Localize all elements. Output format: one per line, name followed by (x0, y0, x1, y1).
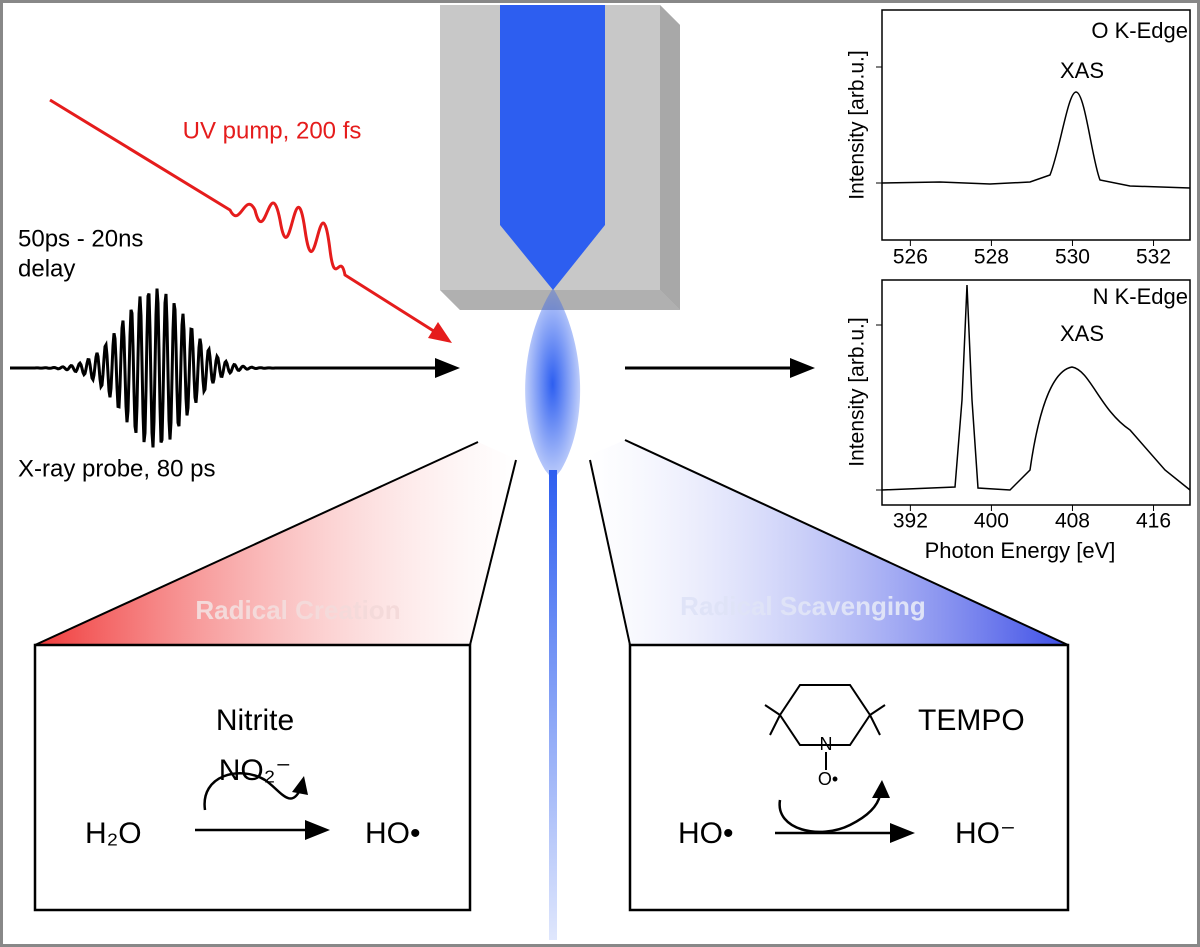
catalyst: Nitrite (216, 704, 294, 737)
delay-label: delay (18, 255, 75, 282)
scavenging-title: Radical Scavenging (680, 591, 926, 621)
spectrum-title: XAS (1060, 321, 1104, 346)
spectrum-curve (881, 284, 1191, 491)
transmitted-arrowhead (790, 358, 815, 378)
y-axis-label: Intensity [arb.u.] (846, 50, 869, 199)
probe-pulse (10, 288, 440, 448)
spectrum-o: O K-Edge XAS Intensity [arb.u.] (846, 9, 1191, 241)
catalyst-formula: NO₂⁻ (219, 754, 291, 787)
nozzle-bottom (440, 290, 680, 310)
plot-frame (881, 9, 1191, 241)
reaction-arrowhead (890, 823, 915, 843)
curved-arrowhead (872, 780, 890, 798)
x-axis-label: Photon Energy [eV] (925, 538, 1116, 563)
x-tick-label: 392 (893, 510, 928, 533)
catalyst: TEMPO (918, 704, 1025, 737)
n-atom: N (820, 734, 833, 754)
curved-arrowhead (292, 776, 308, 795)
product: HO⁻ (955, 817, 1016, 850)
spectrum-n: N K-Edge XAS Intensity [arb.u.] Photon E… (846, 279, 1191, 563)
spectrum-title: XAS (1060, 58, 1104, 83)
pump-label: UV pump, 200 fs (183, 117, 362, 144)
scavenging-wedge (590, 440, 1068, 645)
spectrum-title: O K-Edge (1091, 18, 1188, 43)
o-atom: O• (818, 769, 838, 789)
curved-arrow (778, 794, 882, 834)
creation-wedge (35, 442, 518, 645)
x-tick-label: 408 (1055, 510, 1090, 533)
curved-arrow (203, 772, 302, 811)
creation-title: Radical Creation (195, 595, 400, 625)
wedge-edge (34, 441, 479, 646)
plot-frame (881, 279, 1191, 506)
liquid-jet (549, 470, 557, 940)
x-tick-label: 416 (1136, 510, 1171, 533)
x-tick-label: 400 (974, 510, 1009, 533)
y-axis-label: Intensity [arb.u.] (846, 317, 869, 466)
pump-arrowhead (428, 322, 452, 343)
pump-pulse (49, 98, 441, 337)
wedge-edge (589, 459, 631, 646)
x-tick-label: 526 (893, 246, 928, 269)
scavenging-box (628, 643, 1070, 912)
x-tick-label: 530 (1055, 246, 1090, 269)
wedge-edge (624, 439, 1069, 646)
x-tick-label: 528 (974, 246, 1009, 269)
tempo-structure (764, 684, 886, 770)
liquid-sheet (525, 288, 581, 480)
reactant: HO• (678, 817, 734, 850)
product: HO• (365, 817, 421, 850)
probe-arrowhead (435, 358, 460, 378)
spectrum-curve (881, 91, 1191, 189)
reactant: H₂O (85, 817, 142, 850)
reaction-arrowhead (305, 820, 330, 840)
delay-label: 50ps - 20ns (18, 225, 143, 252)
spectrum-title: N K-Edge (1093, 284, 1188, 309)
creation-box (33, 643, 472, 912)
nozzle-channel (500, 5, 605, 290)
nozzle-side (660, 5, 680, 310)
x-tick-label: 532 (1136, 246, 1171, 269)
probe-label: X-ray probe, 80 ps (18, 455, 215, 482)
wedge-edge (469, 459, 517, 646)
